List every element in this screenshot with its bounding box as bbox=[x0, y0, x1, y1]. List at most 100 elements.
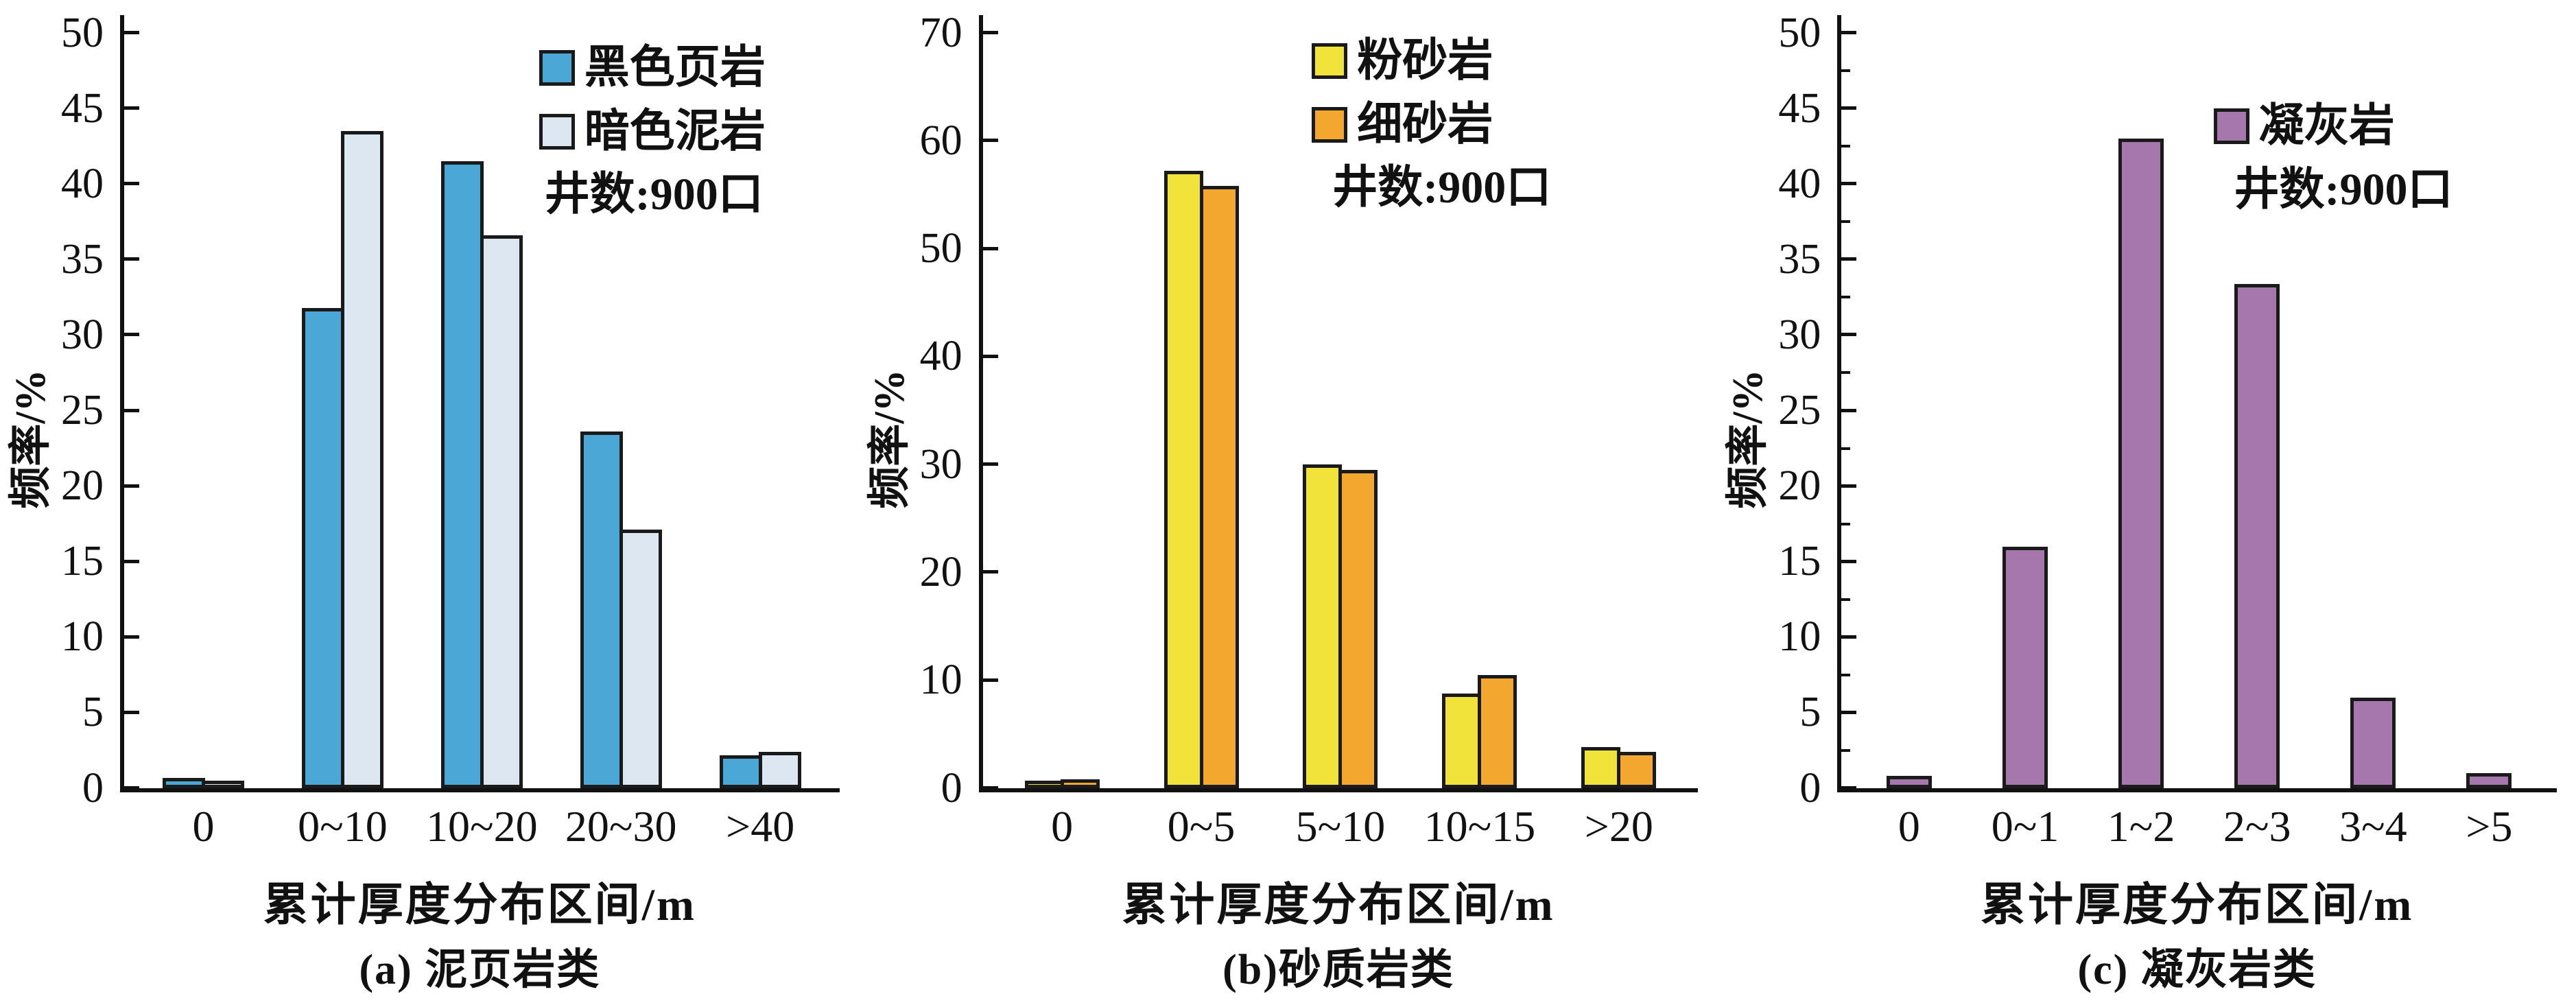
legend-swatch-icon bbox=[539, 113, 575, 150]
bar bbox=[340, 131, 383, 788]
bar-group: 5~10 bbox=[1296, 33, 1385, 849]
y-tick-label: 45 bbox=[61, 84, 104, 132]
y-axis-tick: 0 bbox=[82, 767, 139, 809]
y-tick-label: 60 bbox=[919, 117, 962, 164]
y-axis-tick: 50 bbox=[1778, 12, 1857, 54]
legend-swatch-icon bbox=[1312, 43, 1348, 80]
x-axis-title: 累计厚度分布区间/m bbox=[1981, 880, 2414, 930]
bar bbox=[619, 530, 662, 788]
y-tick-label: 30 bbox=[919, 440, 962, 488]
y-tick-label: 35 bbox=[1778, 235, 1821, 283]
y-axis-tick: 20 bbox=[920, 551, 998, 593]
bar bbox=[1581, 747, 1621, 788]
y-axis-tick: 35 bbox=[61, 238, 139, 281]
bar-groups: 0 0~5 5~10 10~15 >20 bbox=[983, 33, 1699, 849]
legend-item: 粉砂岩 bbox=[1312, 36, 1551, 86]
plot-area: 粉砂岩细砂岩井数:900口 0 0~5 5~10 10~15 >20 0 10 20 30 40… bbox=[920, 12, 1699, 849]
bar-group: 0~10 bbox=[298, 33, 388, 849]
bar-group: >20 bbox=[1581, 33, 1657, 849]
panel-caption: (a) 泥页岩类 bbox=[359, 947, 601, 993]
legend-label: 粉砂岩 bbox=[1357, 36, 1493, 86]
bar-group: 0 bbox=[1024, 33, 1100, 849]
y-tick-label: 30 bbox=[61, 311, 104, 358]
legend: 黑色页岩 暗色泥岩 井数:900口 bbox=[539, 43, 766, 220]
y-axis-tick: 50 bbox=[61, 12, 139, 54]
x-tick-label: 0~10 bbox=[298, 802, 388, 851]
y-axis-tick: 20 bbox=[61, 464, 139, 507]
y-tick-label: 25 bbox=[1778, 387, 1821, 434]
y-tick-label: 5 bbox=[82, 689, 104, 736]
y-axis-minor-tick bbox=[1841, 522, 1851, 525]
y-tick-label: 50 bbox=[1778, 9, 1821, 56]
y-axis-tick: 25 bbox=[61, 389, 139, 431]
bar bbox=[1163, 171, 1203, 788]
bar-group: 3~4 bbox=[2339, 33, 2407, 849]
chart-panel-a: 频率/% 黑色页岩 暗色泥岩 井数:900口 0 0~10 10~20 20~30 >40 … bbox=[0, 0, 859, 1005]
bar bbox=[580, 431, 623, 788]
legend-label: 细砂岩 bbox=[1357, 99, 1493, 150]
bar bbox=[1442, 693, 1482, 788]
y-tick-label: 50 bbox=[919, 225, 962, 272]
y-axis-tick: 0 bbox=[941, 767, 998, 809]
well-count-note: 井数:900口 bbox=[1332, 163, 1552, 213]
legend-swatch-icon bbox=[2213, 108, 2249, 145]
chart-panel-b: 频率/% 粉砂岩 细砂岩 井数:900口 0 0~5 5~10 10~15 >20 0 10 2… bbox=[859, 0, 1718, 1005]
y-axis-minor-tick bbox=[1841, 673, 1851, 676]
y-axis-tick: 40 bbox=[1778, 163, 1857, 205]
x-tick-label: 0 bbox=[1898, 802, 1920, 851]
bar-group: 0 bbox=[1886, 33, 1932, 849]
y-axis-tick: 70 bbox=[920, 12, 998, 54]
y-tick-label: 15 bbox=[61, 538, 104, 585]
y-tick-label: 70 bbox=[919, 9, 962, 56]
y-axis-tick: 60 bbox=[920, 119, 998, 162]
y-axis-tick: 40 bbox=[61, 163, 139, 205]
x-tick-label: 2~3 bbox=[2223, 802, 2291, 851]
x-tick-label: 0~5 bbox=[1167, 802, 1236, 851]
y-tick-label: 0 bbox=[941, 764, 962, 812]
plot-area: 凝灰岩 井数:900口 0 0~1 1~2 2~3 3~4 >5 0 5 10 15 20 25 30 3… bbox=[1778, 12, 2557, 849]
y-tick-label: 40 bbox=[919, 333, 962, 380]
panel-caption: (c) 凝灰岩类 bbox=[2077, 947, 2317, 993]
x-tick-label: 20~30 bbox=[565, 802, 677, 851]
bar-group: 10~15 bbox=[1424, 33, 1535, 849]
legend-swatch-icon bbox=[1312, 106, 1348, 143]
y-tick-label: 40 bbox=[1778, 160, 1821, 207]
bar bbox=[301, 307, 344, 788]
y-tick-label: 20 bbox=[919, 548, 962, 595]
y-tick-label: 10 bbox=[1778, 613, 1821, 661]
well-count-note: 井数:900口 bbox=[2234, 164, 2453, 215]
well-count-note: 井数:900口 bbox=[544, 169, 764, 220]
bar bbox=[1024, 781, 1064, 788]
bar bbox=[758, 752, 801, 788]
y-tick-label: 15 bbox=[1778, 538, 1821, 585]
legend-label: 暗色泥岩 bbox=[584, 106, 766, 156]
x-tick-label: 10~15 bbox=[1423, 802, 1536, 851]
x-tick-label: 1~2 bbox=[2107, 802, 2175, 851]
bar bbox=[719, 755, 762, 788]
y-tick-label: 40 bbox=[61, 160, 104, 207]
bar-group: 0~5 bbox=[1163, 33, 1239, 849]
bar bbox=[1478, 674, 1517, 788]
bar bbox=[440, 161, 484, 788]
y-axis-tick: 40 bbox=[920, 335, 998, 377]
y-axis-tick: 0 bbox=[1799, 767, 1857, 809]
x-tick-label: 5~10 bbox=[1295, 802, 1386, 851]
bar-group: >5 bbox=[2466, 33, 2512, 849]
y-axis-minor-tick bbox=[1841, 598, 1851, 601]
bar-groups: 0 0~1 1~2 2~3 3~4 >5 bbox=[1841, 33, 2557, 849]
bar-group: 1~2 bbox=[2107, 33, 2175, 849]
legend-item: 凝灰岩 bbox=[2213, 101, 2453, 152]
x-tick-label: >40 bbox=[726, 802, 795, 851]
y-tick-label: 0 bbox=[1799, 764, 1821, 812]
y-axis-tick: 50 bbox=[920, 227, 998, 270]
x-tick-label: 10~20 bbox=[425, 802, 538, 851]
y-axis-minor-tick bbox=[1841, 145, 1851, 148]
legend-item: 暗色泥岩 bbox=[539, 106, 766, 157]
y-axis-tick: 15 bbox=[1778, 540, 1857, 582]
y-axis-minor-tick bbox=[1841, 748, 1851, 752]
y-axis-tick: 30 bbox=[61, 314, 139, 356]
bar bbox=[1199, 186, 1239, 788]
x-axis-title: 累计厚度分布区间/m bbox=[1122, 880, 1555, 930]
y-tick-label: 10 bbox=[919, 657, 962, 704]
